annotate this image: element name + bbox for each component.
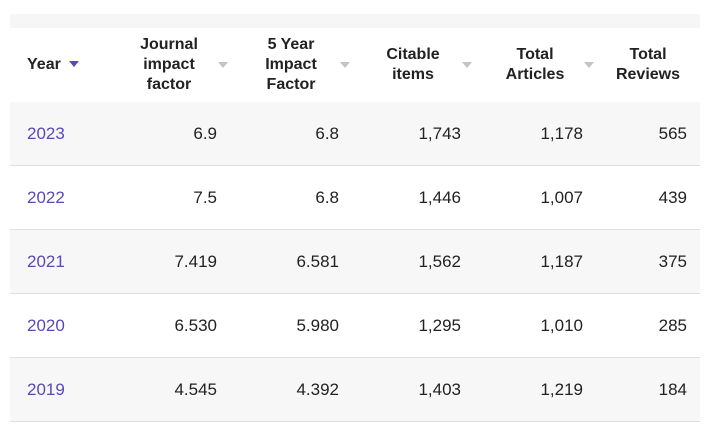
table-row: 2023 6.9 6.8 1,743 1,178 565 <box>10 102 700 166</box>
citable-items-cell: 1,743 <box>352 102 474 166</box>
total-reviews-cell: 375 <box>596 229 700 294</box>
sort-caret-icon <box>584 62 594 68</box>
header-label: Citable <box>386 46 440 63</box>
column-header-5-year-impact-factor[interactable]: 5 Year Impact Factor <box>230 28 352 102</box>
year-link[interactable]: 2022 <box>10 165 108 230</box>
year-link[interactable]: 2023 <box>10 102 108 166</box>
total-articles-cell: 1,219 <box>474 357 596 422</box>
table-row: 2021 7.419 6.581 1,562 1,187 375 <box>10 229 700 294</box>
journal-impact-factor-cell: 7.5 <box>108 165 230 230</box>
header-label: Factor <box>266 76 316 93</box>
total-reviews-cell: 285 <box>596 293 700 358</box>
citable-items-cell: 1,403 <box>352 357 474 422</box>
five-year-impact-factor-cell: 6.8 <box>230 165 352 230</box>
five-year-impact-factor-cell: 6.581 <box>230 229 352 294</box>
five-year-impact-factor-cell: 5.980 <box>230 293 352 358</box>
total-reviews-cell: 184 <box>596 357 700 422</box>
total-articles-cell: 1,178 <box>474 102 596 166</box>
citable-items-cell: 1,446 <box>352 165 474 230</box>
journal-impact-factor-cell: 6.530 <box>108 293 230 358</box>
five-year-impact-factor-cell: 4.392 <box>230 357 352 422</box>
sort-caret-icon <box>218 62 228 68</box>
table-header-row: Year Journal impact factor 5 Year Impact… <box>10 28 700 102</box>
table-top-bar <box>10 14 700 28</box>
sort-caret-icon <box>462 62 472 68</box>
column-header-total-articles[interactable]: Total Articles <box>474 28 596 102</box>
total-articles-cell: 1,187 <box>474 229 596 294</box>
header-label: Journal <box>140 36 198 53</box>
table-row: 2020 6.530 5.980 1,295 1,010 285 <box>10 293 700 358</box>
journal-impact-factor-cell: 6.9 <box>108 102 230 166</box>
table-row: 2022 7.5 6.8 1,446 1,007 439 <box>10 165 700 230</box>
impact-factor-table-container: Year Journal impact factor 5 Year Impact… <box>10 14 700 422</box>
year-link[interactable]: 2020 <box>10 293 108 358</box>
column-header-total-reviews[interactable]: Total Reviews <box>596 28 700 102</box>
column-header-citable-items[interactable]: Citable items <box>352 28 474 102</box>
header-label: Total <box>516 46 554 63</box>
header-label: Total <box>629 46 667 63</box>
year-link[interactable]: 2019 <box>10 357 108 422</box>
citable-items-cell: 1,562 <box>352 229 474 294</box>
table-row: 2019 4.545 4.392 1,403 1,219 184 <box>10 357 700 422</box>
sort-caret-icon <box>340 62 350 68</box>
total-reviews-cell: 439 <box>596 165 700 230</box>
sort-descending-icon <box>68 60 79 67</box>
header-label: factor <box>146 76 192 93</box>
five-year-impact-factor-cell: 6.8 <box>230 102 352 166</box>
journal-impact-factor-cell: 4.545 <box>108 357 230 422</box>
header-label: impact <box>143 56 195 73</box>
header-label: Year <box>27 56 61 73</box>
total-articles-cell: 1,010 <box>474 293 596 358</box>
total-articles-cell: 1,007 <box>474 165 596 230</box>
column-header-year[interactable]: Year <box>10 28 108 102</box>
header-label: items <box>392 66 434 83</box>
header-label: Reviews <box>615 66 681 83</box>
impact-factor-table: Year Journal impact factor 5 Year Impact… <box>10 28 700 422</box>
header-label: Impact <box>265 56 317 73</box>
header-label: 5 Year <box>267 36 315 53</box>
citable-items-cell: 1,295 <box>352 293 474 358</box>
total-reviews-cell: 565 <box>596 102 700 166</box>
column-header-journal-impact-factor[interactable]: Journal impact factor <box>108 28 230 102</box>
year-link[interactable]: 2021 <box>10 229 108 294</box>
journal-impact-factor-cell: 7.419 <box>108 229 230 294</box>
header-label: Articles <box>505 66 565 83</box>
